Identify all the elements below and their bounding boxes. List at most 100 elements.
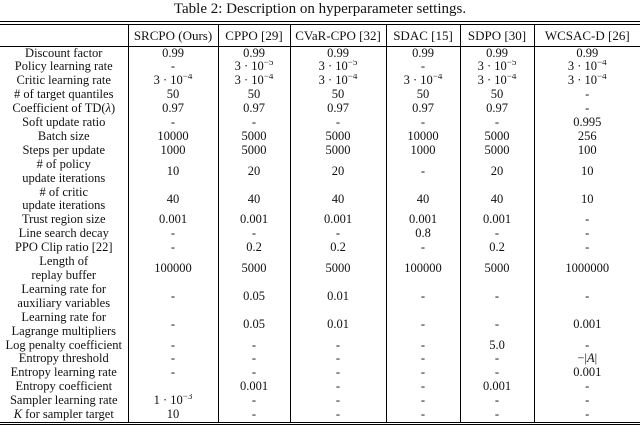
row-label: Policy learning rate: [14, 60, 113, 74]
value-cell: -: [533, 227, 640, 242]
value-cell: 1 · 10−3: [127, 394, 218, 409]
value-cell: -: [385, 157, 460, 186]
value-cell: 3 · 10−5: [217, 60, 290, 75]
row-label: Soft update ratio: [22, 116, 106, 130]
value-cell: -: [533, 338, 640, 353]
table-row: Learning rate for auxiliary variables - 0.0…: [0, 282, 640, 311]
value-cell: -: [459, 310, 534, 339]
table-row: Length of replay buffer 100000 5000 5000 1000…: [0, 255, 640, 283]
row-label: PPO Clip ratio [22]: [14, 241, 113, 255]
value-cell: 20: [459, 157, 534, 186]
value-cell: 3 · 10−5: [289, 60, 386, 75]
value-cell: 40: [289, 185, 386, 214]
value-cell: 256: [533, 129, 640, 144]
value-cell: 3 · 10−4: [533, 60, 640, 75]
value-cell: 0.001: [459, 213, 534, 228]
value-cell: 50: [217, 88, 290, 103]
value-cell: -: [459, 408, 534, 423]
table-row: # of policy update iterations 10 20 20-20 10: [0, 157, 640, 186]
value-cell: -: [127, 338, 218, 353]
value-cell: 0.99: [533, 46, 640, 61]
value-cell: 3 · 10−4: [289, 74, 386, 89]
value-cell: 0.001: [533, 310, 640, 339]
row-label: Log penalty coefficient: [5, 338, 122, 352]
value-cell: 0.97: [459, 102, 534, 117]
value-cell: -: [533, 241, 640, 256]
value-cell: 5000: [217, 143, 290, 158]
value-cell: 1000: [385, 143, 460, 158]
table-row: # of target quantiles 50 50 50 50 50-: [0, 88, 640, 103]
value-cell: 40: [217, 185, 290, 214]
value-cell: -: [217, 408, 290, 423]
value-cell: 50: [127, 88, 218, 103]
value-cell: 0.01: [289, 310, 386, 339]
value-cell: 3 · 10−4: [127, 74, 218, 89]
value-cell: -: [533, 88, 640, 103]
header-cell-method: CVaR-CPO [32]: [289, 24, 386, 47]
row-label: Length of replay buffer: [31, 255, 97, 282]
value-cell: -: [217, 227, 290, 242]
value-cell: -: [217, 352, 290, 367]
value-cell: 0.8: [385, 227, 460, 242]
value-cell: 0.97: [217, 102, 290, 117]
value-cell: 10: [533, 157, 640, 186]
value-cell: 10: [533, 185, 640, 214]
value-cell: -: [217, 116, 290, 130]
table-row: Critic learning rate 3 · 10−4 3 · 10−4 3 · …: [0, 74, 640, 89]
value-cell: -: [289, 366, 386, 381]
header-cell-method: SDAC [15]: [385, 24, 460, 47]
value-cell: 10000: [385, 129, 460, 144]
value-cell: -: [217, 394, 290, 409]
value-cell: 50: [289, 88, 386, 103]
row-label: Entropy threshold: [18, 352, 109, 366]
value-cell: 0.99: [217, 46, 290, 61]
table-row: # of critic update iterations 40 40 40 40 40 10: [0, 185, 640, 214]
value-cell: 5000: [289, 143, 386, 158]
value-cell: 3 · 10−4: [385, 74, 460, 89]
value-cell: 0.001: [127, 213, 218, 228]
value-cell: 0.995: [533, 116, 640, 130]
table-row: Coefficient of TD(λ) 0.97 0.97 0.97 0.97 0.97…: [0, 102, 640, 117]
value-cell: 5000: [289, 129, 386, 144]
row-label: Line search decay: [18, 227, 109, 241]
value-cell: -: [385, 116, 460, 130]
value-cell: 3 · 10−4: [459, 74, 534, 89]
row-label: # of policy update iterations: [22, 157, 106, 185]
value-cell: -: [533, 282, 640, 311]
value-cell: -: [385, 366, 460, 381]
value-cell: -: [127, 116, 218, 130]
value-cell: 5000: [217, 129, 290, 144]
value-cell: -: [533, 213, 640, 228]
value-cell: 3 · 10−4: [217, 74, 290, 89]
value-cell: 5000: [459, 255, 534, 283]
header-cell-empty: [0, 24, 128, 47]
value-cell: -: [127, 366, 218, 381]
value-cell: -: [459, 394, 534, 409]
value-cell: 20: [289, 157, 386, 186]
value-cell: -: [385, 282, 460, 311]
value-cell: 50: [385, 88, 460, 103]
value-cell: -: [289, 408, 386, 423]
value-cell: 0.001: [385, 213, 460, 228]
table-caption: Table 2: Description on hyperparameter s…: [173, 1, 467, 17]
value-cell: -: [533, 408, 640, 423]
value-cell: -: [385, 338, 460, 353]
table-row: Policy learning rate -3 · 10−5 3 · 10−5-3 …: [0, 60, 640, 75]
row-label: Learning rate for auxiliary variables: [17, 282, 111, 310]
value-cell: 100000: [127, 255, 218, 283]
header-cell-method: WCSAC-D [26]: [533, 24, 640, 47]
value-cell: 0.05: [217, 282, 290, 311]
row-label: Critic learning rate: [16, 74, 111, 88]
table-row: Soft update ratio - - - - -0.995: [0, 116, 640, 130]
value-cell: -: [289, 227, 386, 242]
value-cell: 0.001: [533, 366, 640, 381]
value-cell: 5000: [217, 255, 290, 283]
row-label: Trust region size: [21, 213, 106, 227]
value-cell: -: [533, 102, 640, 117]
value-cell: 5000: [459, 129, 534, 144]
value-cell: -: [289, 394, 386, 409]
header-cell-method: SRCPO (Ours): [127, 24, 218, 47]
value-cell: -: [127, 241, 218, 256]
value-cell: 3 · 10−4: [533, 74, 640, 89]
row-label: Steps per update: [22, 143, 106, 157]
